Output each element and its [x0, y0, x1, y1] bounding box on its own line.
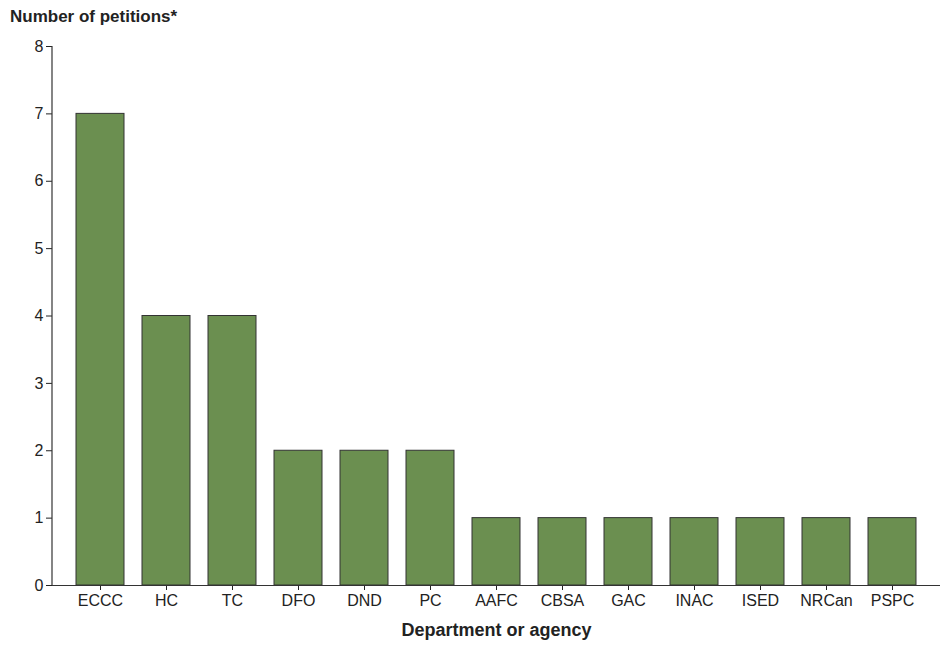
svg-text:3: 3: [35, 374, 44, 391]
svg-text:7: 7: [35, 105, 44, 122]
svg-text:PC: PC: [419, 592, 441, 609]
svg-text:ECCC: ECCC: [78, 592, 123, 609]
svg-text:5: 5: [35, 240, 44, 257]
svg-text:0: 0: [35, 577, 44, 594]
html-text:Number of petitions*: Number of petitions*: [10, 7, 178, 26]
svg-text:8: 8: [35, 38, 44, 55]
svg-text:AAFC: AAFC: [475, 592, 518, 609]
svg-text:HC: HC: [155, 592, 178, 609]
svg-text:PSPC: PSPC: [871, 592, 915, 609]
svg-text:6: 6: [35, 172, 44, 189]
svg-text:INAC: INAC: [675, 592, 713, 609]
svg-text:Department or agency: Department or agency: [401, 620, 591, 640]
svg-text:ISED: ISED: [742, 592, 779, 609]
svg-text:DND: DND: [347, 592, 382, 609]
svg-text:DFO: DFO: [282, 592, 316, 609]
svg-text:NRCan: NRCan: [800, 592, 852, 609]
svg-text:1: 1: [35, 509, 44, 526]
svg-text:4: 4: [35, 307, 44, 324]
svg-text:CBSA: CBSA: [541, 592, 585, 609]
svg-text:TC: TC: [222, 592, 243, 609]
svg-text:GAC: GAC: [611, 592, 646, 609]
svg-text:2: 2: [35, 442, 44, 459]
